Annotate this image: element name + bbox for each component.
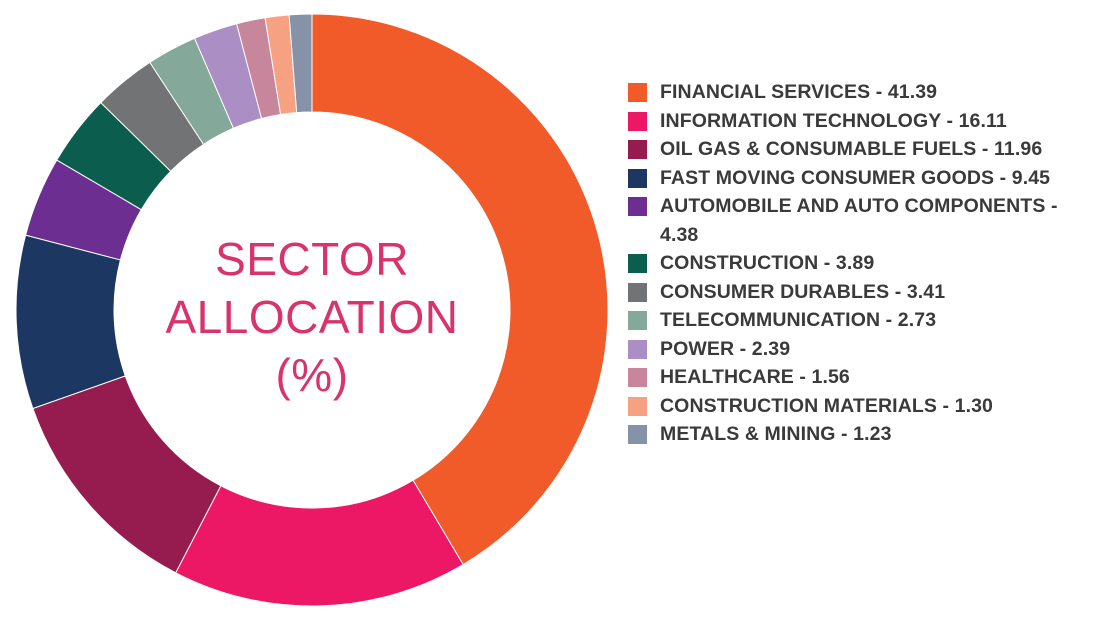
legend-swatch: [628, 368, 647, 387]
legend-label: HEALTHCARE - 1.56: [660, 366, 850, 388]
legend-swatch: [628, 396, 647, 416]
legend-label: POWER - 2.39: [660, 337, 791, 360]
legend-label: AUTOMOBILE AND AUTO COMPONENTS - 4.38: [660, 195, 1058, 246]
slice-metals-mining: [288, 13, 313, 114]
slice-information-technology: [175, 479, 464, 607]
chart-title-line-3: (%): [275, 349, 349, 401]
legend-swatch: [628, 339, 647, 359]
legend-swatch: [628, 168, 647, 188]
legend-swatch: [628, 83, 647, 102]
legend-swatch: [628, 311, 647, 330]
chart-legend: FINANCIAL SERVICES - 41.39 INFORMATION TE…: [628, 78, 1098, 449]
legend-swatch: [628, 254, 647, 273]
slice-financial-services: [311, 13, 609, 566]
legend-item: INFORMATION TECHNOLOGY - 16.11: [628, 107, 1098, 136]
legend-swatch: [628, 197, 647, 216]
legend-item: OIL GAS & CONSUMABLE FUELS - 11.96: [628, 135, 1098, 164]
legend-label: TELECOMMUNICATION - 2.73: [660, 309, 937, 331]
legend-label: CONSTRUCTION MATERIALS - 1.30: [660, 394, 993, 417]
legend-item: CONSTRUCTION MATERIALS - 1.30: [628, 392, 1098, 421]
legend-label: INFORMATION TECHNOLOGY - 16.11: [660, 109, 1007, 132]
chart-title: SECTOR ALLOCATION (%): [112, 230, 512, 404]
legend-item: FINANCIAL SERVICES - 41.39: [628, 78, 1098, 107]
legend-item: AUTOMOBILE AND AUTO COMPONENTS - 4.38: [628, 192, 1098, 249]
legend-label: CONSUMER DURABLES - 3.41: [660, 280, 946, 303]
legend-item: POWER - 2.39: [628, 335, 1098, 364]
legend-item: CONSUMER DURABLES - 3.41: [628, 278, 1098, 307]
chart-title-line-2: ALLOCATION: [165, 291, 459, 343]
legend-swatch: [628, 425, 647, 444]
legend-swatch: [628, 282, 647, 302]
legend-label: FAST MOVING CONSUMER GOODS - 9.45: [660, 166, 1051, 189]
legend-item: METALS & MINING - 1.23: [628, 420, 1098, 449]
legend-label: METALS & MINING - 1.23: [660, 423, 892, 445]
legend-swatch: [628, 140, 647, 159]
legend-item: FAST MOVING CONSUMER GOODS - 9.45: [628, 164, 1098, 193]
legend-label: FINANCIAL SERVICES - 41.39: [660, 81, 938, 103]
legend-item: TELECOMMUNICATION - 2.73: [628, 306, 1098, 335]
legend-label: CONSTRUCTION - 3.89: [660, 252, 875, 274]
legend-label: OIL GAS & CONSUMABLE FUELS - 11.96: [660, 138, 1043, 160]
legend-item: HEALTHCARE - 1.56: [628, 363, 1098, 392]
legend-item: CONSTRUCTION - 3.89: [628, 249, 1098, 278]
legend-swatch: [628, 111, 647, 131]
chart-title-line-1: SECTOR: [215, 233, 409, 285]
